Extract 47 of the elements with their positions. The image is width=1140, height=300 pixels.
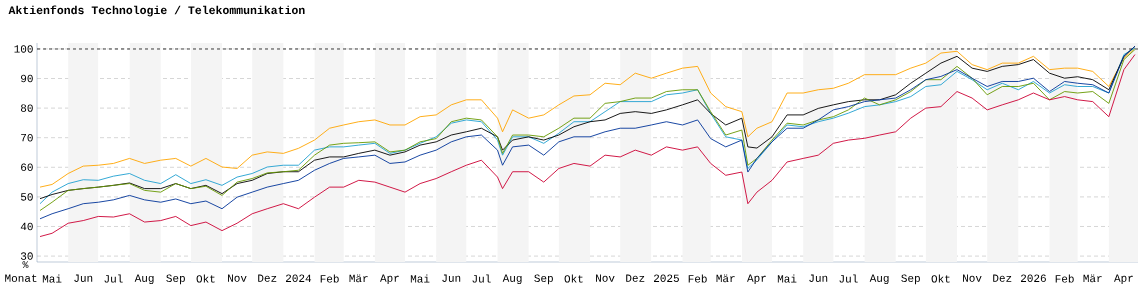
x-tick-label: Jun bbox=[442, 274, 461, 282]
x-tick-label: Apr bbox=[380, 274, 399, 285]
x-tick-label: Jun bbox=[74, 274, 93, 282]
x-axis-title: Monat bbox=[5, 274, 37, 282]
x-tick-label: Apr bbox=[747, 274, 766, 285]
chart-title: Aktienfonds Technologie / Telekommunikation bbox=[8, 5, 305, 17]
x-tick-label: Sep bbox=[166, 274, 185, 285]
x-tick-label: 2026 bbox=[1020, 274, 1046, 282]
x-tick-label: Apr bbox=[1114, 274, 1133, 285]
x-tick-label: Feb bbox=[688, 274, 707, 283]
x-tick-label: Aug bbox=[134, 274, 154, 285]
x-tick-label: Sep bbox=[901, 274, 920, 285]
x-tick-label: Nov bbox=[228, 274, 247, 282]
x-tick-label: Okt bbox=[564, 274, 583, 283]
x-tick-label: Dez bbox=[993, 274, 1012, 282]
y-tick-label: 70 bbox=[21, 133, 33, 142]
x-tick-label: Jul bbox=[104, 274, 123, 283]
x-tick-label: Mär bbox=[349, 274, 368, 283]
y-tick-label: 90 bbox=[21, 74, 33, 83]
x-tick-label: 2025 bbox=[653, 274, 679, 282]
x-tick-label: Dez bbox=[626, 274, 645, 282]
x-tick-label: Feb bbox=[320, 274, 339, 283]
y-tick-label: 50 bbox=[20, 193, 33, 201]
x-tick-label: Dez bbox=[258, 274, 277, 282]
x-tick-label: Sep bbox=[534, 274, 553, 285]
x-tick-label: Jul bbox=[472, 274, 491, 283]
x-tick-label: 2024 bbox=[285, 274, 312, 282]
x-tick-label: Mär bbox=[716, 274, 735, 283]
x-tick-label: Mai bbox=[42, 274, 62, 283]
x-tick-label: Feb bbox=[1055, 274, 1074, 283]
x-tick-label: Jul bbox=[839, 274, 858, 283]
x-tick-label: Aug bbox=[869, 274, 889, 285]
x-tick-label: Okt bbox=[196, 274, 215, 283]
x-tick-label: Jun bbox=[809, 274, 828, 282]
y-tick-label: 100 bbox=[14, 45, 33, 53]
x-tick-label: Mai bbox=[410, 274, 430, 283]
y-tick-label: 40 bbox=[20, 222, 33, 231]
y-tick-label: 30 bbox=[20, 252, 33, 260]
x-tick-label: Okt bbox=[931, 274, 950, 283]
x-tick-label: Mai bbox=[777, 274, 797, 283]
x-tick-label: Nov bbox=[963, 274, 982, 282]
x-tick-label: Mär bbox=[1083, 274, 1102, 283]
y-tick-label: 80 bbox=[20, 104, 33, 112]
y-tick-label: 60 bbox=[21, 163, 33, 172]
x-tick-label: Aug bbox=[502, 274, 522, 285]
x-tick-label: Nov bbox=[596, 274, 615, 282]
y-axis-title: % bbox=[22, 261, 29, 268]
